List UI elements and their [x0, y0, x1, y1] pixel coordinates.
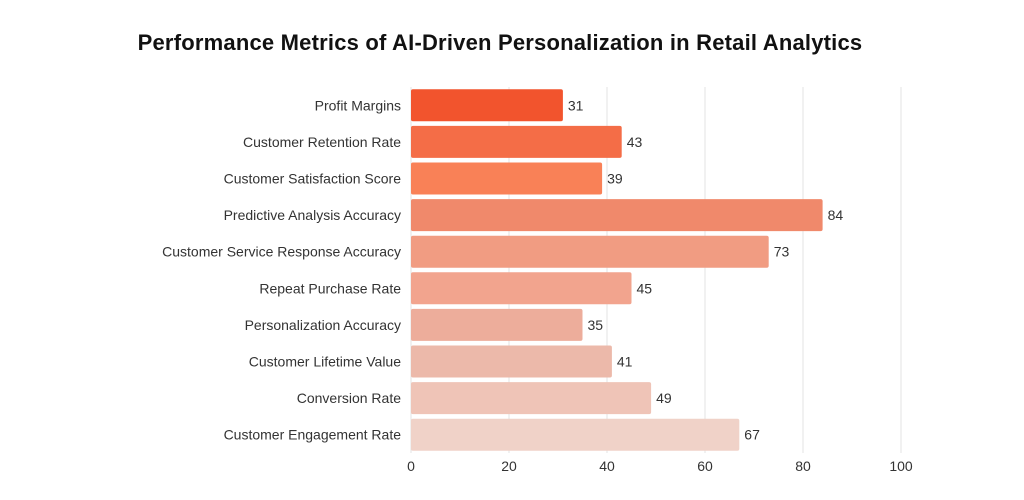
bar [411, 418, 740, 451]
bar [411, 308, 583, 341]
data-label: 39 [607, 171, 623, 187]
bar [411, 125, 622, 158]
category-label: Customer Satisfaction Score [224, 171, 402, 187]
bar [411, 199, 823, 232]
data-label: 45 [637, 280, 653, 296]
category-label: Customer Retention Rate [243, 134, 401, 150]
data-label: 73 [774, 244, 790, 260]
category-label: Repeat Purchase Rate [259, 280, 401, 296]
bar [411, 345, 612, 378]
category-label: Conversion Rate [297, 390, 401, 406]
x-tick-label: 80 [795, 458, 811, 474]
bar [411, 272, 632, 305]
category-labels: Profit Margins Customer Retention Rate Cus… [162, 97, 401, 442]
x-axis-ticks: 0 20 40 60 80 100 [407, 458, 913, 474]
x-tick-label: 40 [599, 458, 615, 474]
data-label: 49 [656, 390, 672, 406]
x-tick-label: 60 [697, 458, 713, 474]
data-label: 41 [617, 354, 633, 370]
x-tick-label: 20 [501, 458, 517, 474]
category-label: Personalization Accuracy [245, 317, 401, 333]
x-tick-label: 100 [889, 458, 913, 474]
x-tick-label: 0 [407, 458, 415, 474]
bars [411, 89, 823, 451]
category-label: Customer Lifetime Value [249, 354, 401, 370]
value-labels: 31 43 39 84 73 45 35 41 49 67 [568, 97, 843, 442]
bar [411, 235, 769, 268]
category-label: Customer Engagement Rate [224, 427, 402, 443]
data-label: 67 [744, 427, 760, 443]
category-label: Customer Service Response Accuracy [162, 244, 401, 260]
data-label: 84 [828, 207, 844, 223]
data-label: 35 [588, 317, 604, 333]
chart-title: Performance Metrics of AI-Driven Persona… [137, 30, 863, 55]
data-label: 31 [568, 97, 584, 113]
bar [411, 162, 603, 195]
category-label: Profit Margins [315, 97, 401, 113]
bar [411, 89, 563, 122]
bar [411, 382, 652, 415]
data-label: 43 [627, 134, 643, 150]
category-label: Predictive Analysis Accuracy [224, 207, 401, 223]
